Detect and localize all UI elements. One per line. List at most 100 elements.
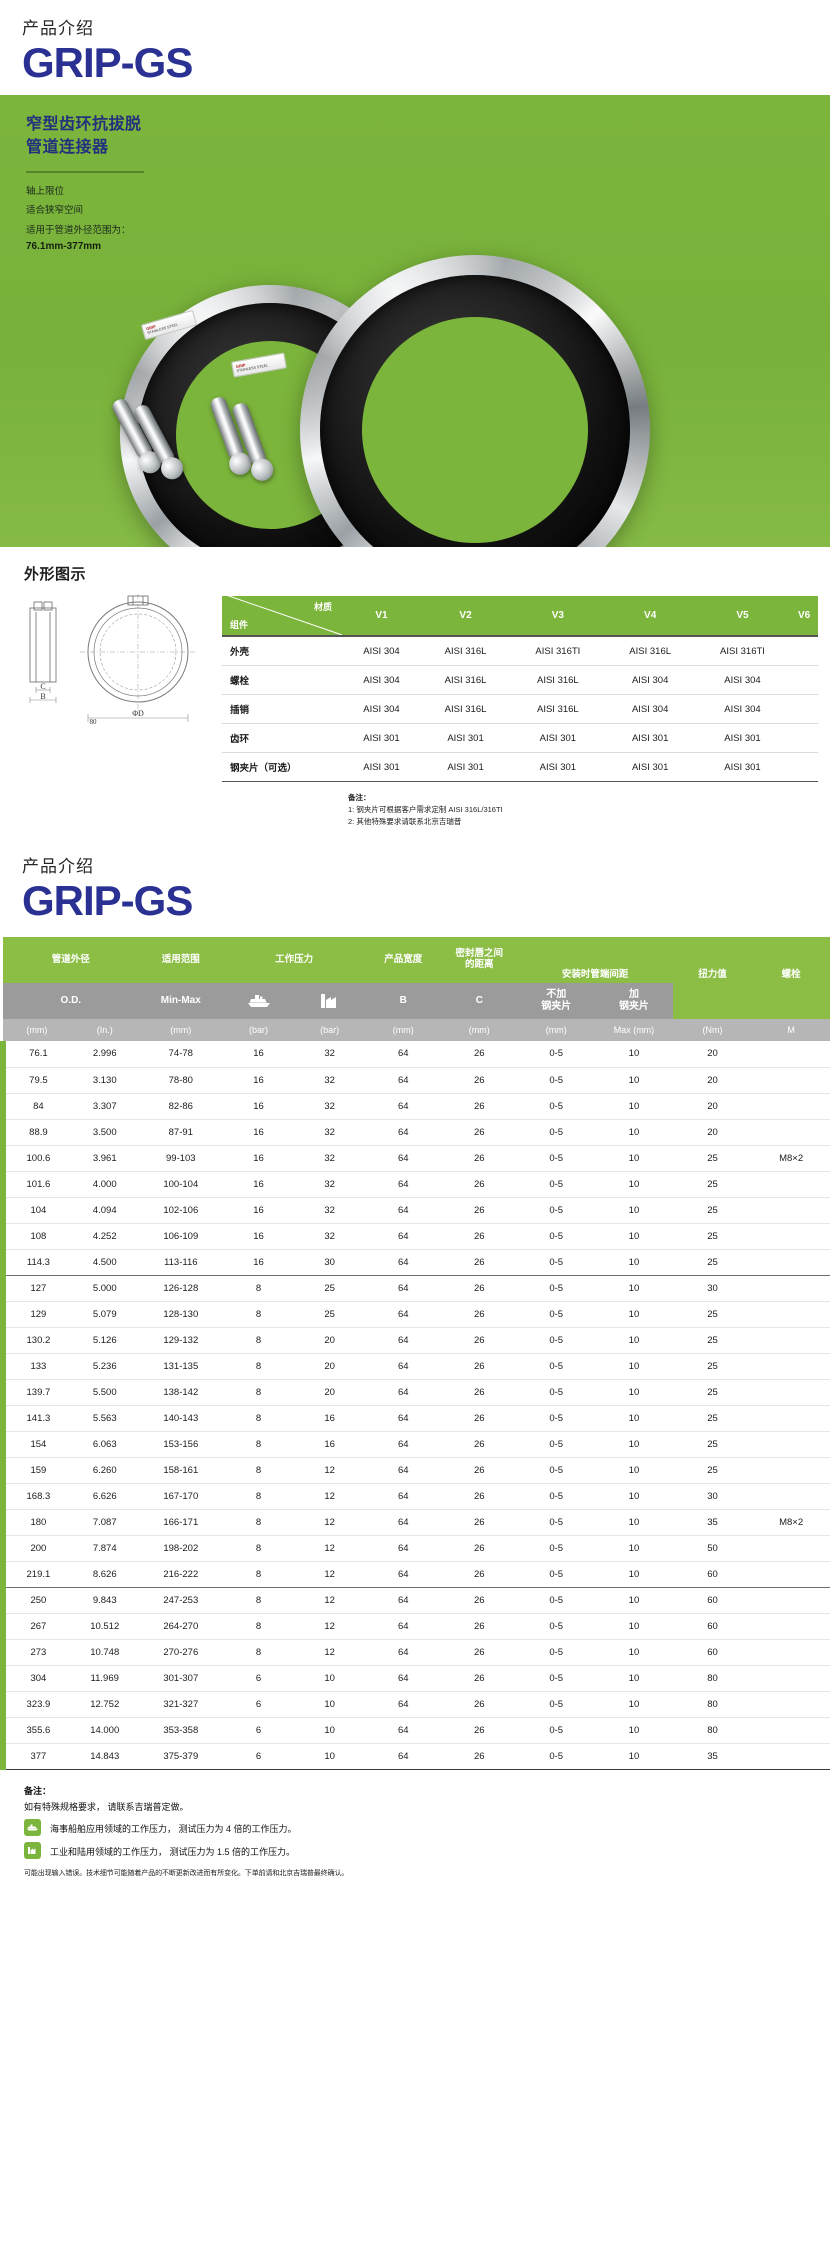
spec-cell-bolt xyxy=(752,1587,830,1614)
corner-component-label: 组件 xyxy=(230,620,249,631)
materials-cell: AISI 304 xyxy=(694,665,791,696)
spec-cell-p2: 32 xyxy=(294,1119,366,1146)
hero-copy-block: 窄型齿环抗拔脱 管道连接器 轴上限位 适合狭窄空间 适用于管道外径范围为： 76… xyxy=(26,113,256,252)
spec-cell-c: 26 xyxy=(441,1249,518,1276)
outline-title: 外形图示 xyxy=(24,566,87,584)
spec-cell-bolt: M8×2 xyxy=(752,1509,830,1536)
spec-unit-6: (mm) xyxy=(441,1019,518,1042)
spec-cell-bolt xyxy=(752,1639,830,1666)
spec-cell-p2: 32 xyxy=(294,1067,366,1094)
materials-cell: AISI 316L xyxy=(420,635,511,667)
spec-cell-torque: 35 xyxy=(672,1743,753,1770)
materials-notes-title: 备注： xyxy=(348,793,371,803)
spec-cell-c: 26 xyxy=(441,1301,518,1328)
spec-cell-torque: 25 xyxy=(672,1223,753,1250)
spec-cell-gap: 0-5 xyxy=(517,1067,596,1094)
spec-cell-b: 64 xyxy=(365,1483,442,1510)
footer-marine-note: 海事船舶应用领域的工作压力， 测试压力为 4 倍的工作压力。 xyxy=(50,1824,297,1835)
materials-col-v3: V3 xyxy=(510,596,606,637)
spec-unit-10: M xyxy=(752,1019,830,1042)
spec-cell-od: 130.2 xyxy=(0,1327,71,1354)
spec-cell-minmax: 301-307 xyxy=(138,1665,223,1692)
spec-cell-c: 26 xyxy=(441,1197,518,1224)
spec-cell-minmax: 102-106 xyxy=(138,1197,223,1224)
spec-sub-no-clip: 不加 钢夹片 xyxy=(517,983,596,1020)
spec-table-row: 104 4.094 102-106 16 32 64 26 0-5 10 25 xyxy=(0,1197,830,1224)
ship-icon-svg xyxy=(247,995,270,1008)
spec-cell-minmax: 82-86 xyxy=(138,1093,223,1120)
spec-cell-c: 26 xyxy=(441,1093,518,1120)
materials-row-name: 螺栓 xyxy=(222,665,342,696)
spec-cell-gap: 0-5 xyxy=(517,1379,596,1406)
spec-cell-minmax: 100-104 xyxy=(138,1171,223,1198)
dim-label-b: B xyxy=(40,692,45,701)
spec-cell-p1: 8 xyxy=(222,1457,295,1484)
spec-cell-od: 129 xyxy=(0,1301,71,1328)
materials-row: 钢夹片（可选） AISI 301 AISI 301 AISI 301 AISI 301 A… xyxy=(222,752,818,783)
spec-cell-in: 12.752 xyxy=(70,1691,139,1718)
spec-cell-in: 14.843 xyxy=(70,1743,139,1770)
spec-cell-torque: 25 xyxy=(672,1197,753,1224)
spec-cell-c: 26 xyxy=(441,1067,518,1094)
materials-cell: AISI 304 xyxy=(342,635,421,667)
spec-group-od: 管道外径 xyxy=(3,937,139,984)
spec-cell-in: 4.094 xyxy=(70,1197,139,1224)
clamp-inner-opening xyxy=(362,317,588,544)
spec-cell-p2: 16 xyxy=(294,1405,366,1432)
spec-cell-od: 79.5 xyxy=(0,1067,71,1094)
spec-table-row: 88.9 3.500 87-91 16 32 64 26 0-5 10 20 xyxy=(0,1119,830,1146)
materials-cell xyxy=(790,723,818,754)
spec-cell-gapmax: 10 xyxy=(595,1561,673,1588)
factory-icon-svg xyxy=(28,1846,36,1854)
spec-cell-c: 26 xyxy=(441,1691,518,1718)
spec-cell-in: 5.079 xyxy=(70,1301,139,1328)
hero-bullet-0: 轴上限位 xyxy=(26,186,65,198)
materials-cell: AISI 301 xyxy=(694,723,791,754)
spec-cell-p2: 12 xyxy=(294,1613,366,1640)
spec-cell-p2: 25 xyxy=(294,1301,366,1328)
spec-cell-p2: 10 xyxy=(294,1717,366,1744)
spec-cell-minmax: 106-109 xyxy=(138,1223,223,1250)
spec-cell-b: 64 xyxy=(365,1223,442,1250)
spec-group-range: 适用范围 xyxy=(138,937,223,984)
spec-cell-b: 64 xyxy=(365,1353,442,1380)
spec-cell-bolt xyxy=(752,1067,830,1094)
materials-cell xyxy=(790,752,818,783)
materials-col-v4: V4 xyxy=(605,596,695,637)
spec-cell-p2: 10 xyxy=(294,1691,366,1718)
materials-row: 外壳 AISI 304 AISI 316L AISI 316TI AISI 316L AI… xyxy=(222,635,818,667)
spec-cell-gap: 0-5 xyxy=(517,1405,596,1432)
materials-table-body: 外壳 AISI 304 AISI 316L AISI 316TI AISI 316L AI… xyxy=(222,635,818,783)
spec-cell-gap: 0-5 xyxy=(517,1665,596,1692)
spec-sub-no-clip-l1: 不加 xyxy=(546,989,567,1001)
spec-cell-c: 26 xyxy=(441,1639,518,1666)
spec-cell-c: 26 xyxy=(441,1457,518,1484)
spec-cell-b: 64 xyxy=(365,1067,442,1094)
spec-cell-gapmax: 10 xyxy=(595,1145,673,1172)
spec-unit-2: (mm) xyxy=(138,1019,223,1042)
ship-icon xyxy=(24,1818,41,1836)
spec-cell-gap: 0-5 xyxy=(517,1353,596,1380)
spec-cell-c: 26 xyxy=(441,1743,518,1770)
materials-corner-cell: 材质 组件 xyxy=(222,596,342,637)
materials-note-1: 1: 钢夹片可根据客户需求定制 AISI 316L/316TI xyxy=(348,805,503,815)
spec-cell-minmax: 74-78 xyxy=(138,1041,223,1068)
spec-cell-p1: 8 xyxy=(222,1483,295,1510)
materials-cell: AISI 316L xyxy=(510,694,606,725)
spec-cell-gapmax: 10 xyxy=(595,1249,673,1276)
spec-cell-p2: 12 xyxy=(294,1483,366,1510)
spec-cell-minmax: 131-135 xyxy=(138,1353,223,1380)
spec-cell-gap: 0-5 xyxy=(517,1535,596,1562)
spec-cell-bolt xyxy=(752,1197,830,1224)
spec-cell-gapmax: 10 xyxy=(595,1717,673,1744)
spec-cell-p1: 16 xyxy=(222,1223,295,1250)
spec-unit-4: (bar) xyxy=(294,1019,366,1042)
materials-row-name: 钢夹片（可选） xyxy=(222,752,342,783)
materials-row: 插销 AISI 304 AISI 316L AISI 316L AISI 304 AISI… xyxy=(222,694,818,725)
spec-cell-gap: 0-5 xyxy=(517,1197,596,1224)
spec-cell-b: 64 xyxy=(365,1431,442,1458)
spec-cell-minmax: 216-222 xyxy=(138,1561,223,1588)
spec-cell-c: 26 xyxy=(441,1561,518,1588)
spec-cell-gap: 0-5 xyxy=(517,1483,596,1510)
spec-unit-3: (bar) xyxy=(222,1019,295,1042)
